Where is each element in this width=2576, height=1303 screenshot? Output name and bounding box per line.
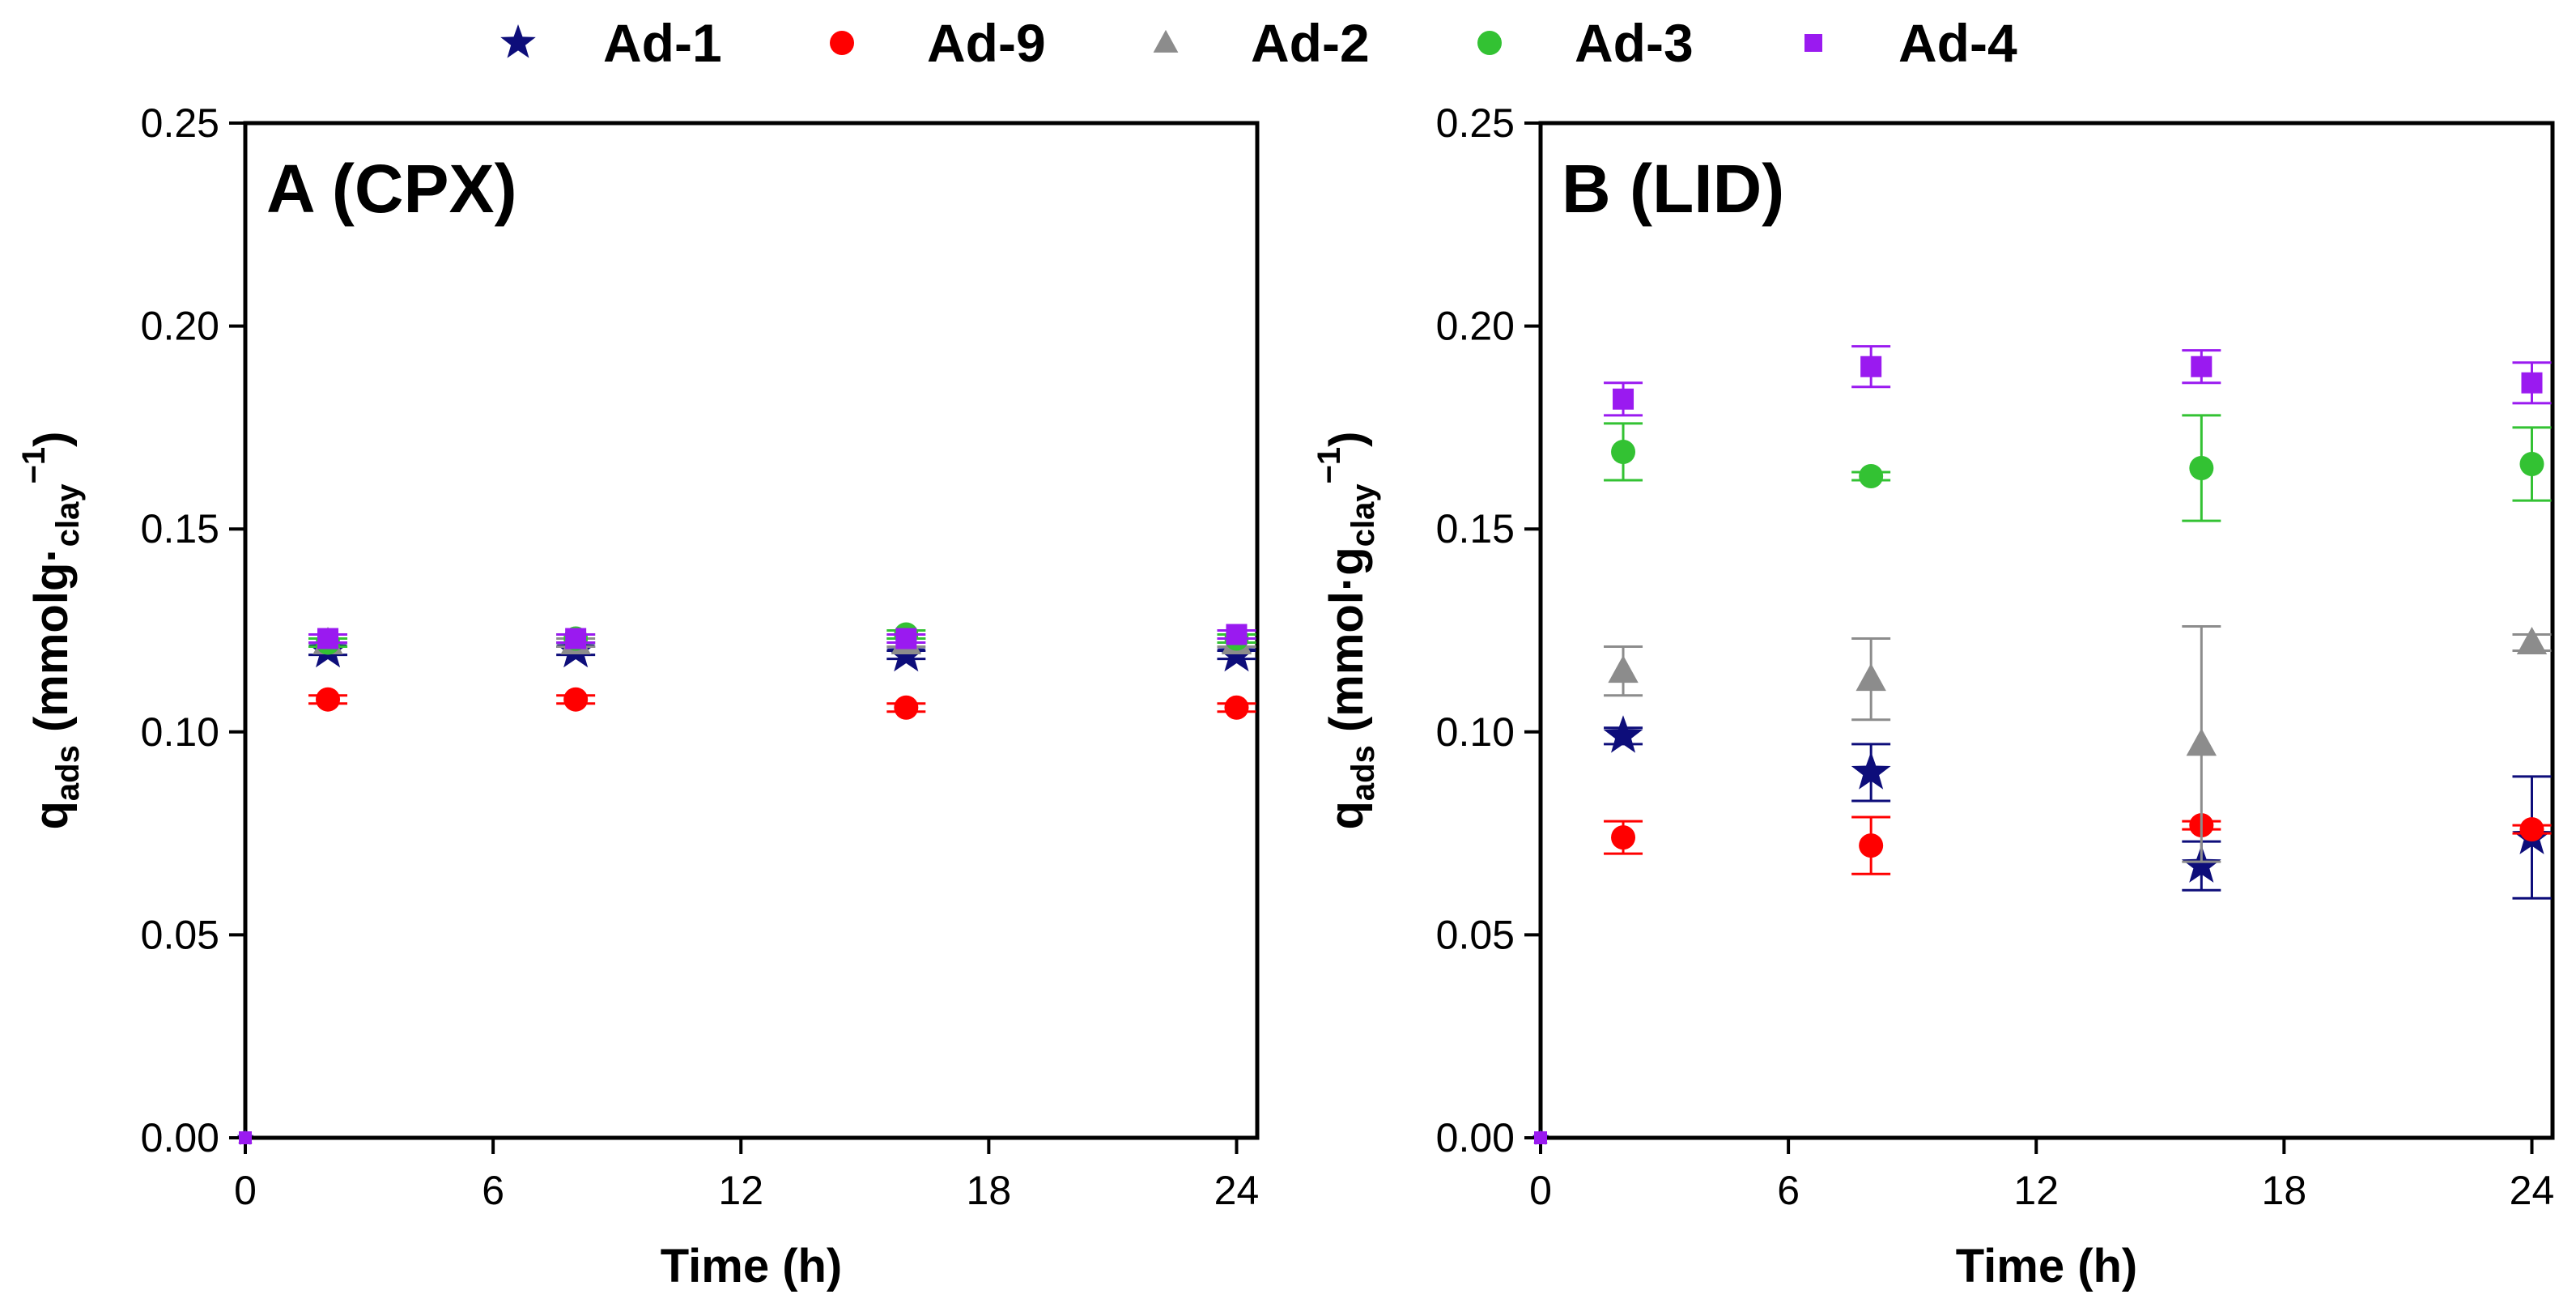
- y-tick-label: 0.15: [141, 506, 219, 551]
- legend: Ad-1 Ad-9 Ad-2 Ad-3 Ad-4: [500, 13, 2017, 73]
- y-axis-title: qads (mmol·gclay−1): [1311, 431, 1381, 829]
- data-point: [1851, 752, 1891, 790]
- y-tick-label: 0.10: [1436, 709, 1515, 755]
- y-tick-label: 0.00: [1436, 1115, 1515, 1160]
- legend-label-ad-9: Ad-9: [927, 13, 1046, 73]
- data-point: [563, 687, 589, 712]
- legend-label-ad-2: Ad-2: [1251, 13, 1370, 73]
- data-point: [1859, 464, 1884, 489]
- data-point: [1611, 825, 1636, 850]
- data-point: [1603, 715, 1643, 753]
- x-tick-label: 24: [2510, 1168, 2555, 1213]
- data-point: [2191, 356, 2213, 377]
- legend-label-ad-4: Ad-4: [1898, 13, 2017, 73]
- x-tick-label: 0: [234, 1168, 257, 1213]
- data-point: [1224, 695, 1249, 720]
- y-axis-title-part: (mmolg·: [25, 547, 78, 745]
- data-point: [239, 1131, 252, 1144]
- y-tick-label: 0.05: [1436, 912, 1515, 957]
- y-tick-label: 0.20: [1436, 304, 1515, 349]
- x-tick-label: 18: [967, 1168, 1012, 1213]
- series-ad-2: [238, 626, 1256, 1143]
- series-ad-9: [1534, 813, 2552, 1144]
- x-tick-label: 0: [1529, 1168, 1552, 1213]
- y-axis-title-part: ads: [1345, 745, 1381, 801]
- y-tick-label: 0.25: [1436, 100, 1515, 146]
- series-ad-3: [239, 622, 1256, 1144]
- x-axis-title: Time (h): [1956, 1240, 2138, 1292]
- x-tick-label: 18: [2262, 1168, 2307, 1213]
- x-tick-label: 24: [1214, 1168, 1260, 1213]
- y-axis-title-part: −1: [16, 447, 52, 484]
- plot-frame: [1538, 121, 2555, 1140]
- panel-a-cpx: 0.00 0.05 0.10 0.15 0.20 0.25 0 6 12 18 24 A (CPX) T…: [16, 100, 1260, 1292]
- legend-marker-ad-9: [830, 31, 854, 55]
- legend-marker-ad-4: [1804, 34, 1822, 52]
- legend-marker-ad-2: [1153, 29, 1179, 53]
- y-axis-title-part: −1: [1311, 447, 1347, 484]
- series-ad-3: [1534, 414, 2552, 1144]
- data-point: [2186, 728, 2217, 756]
- panel-label: B (LID): [1562, 151, 1784, 227]
- legend-entry-ad-2: Ad-2: [1153, 13, 1370, 73]
- data-point: [894, 695, 919, 720]
- x-tick-label: 6: [1777, 1168, 1800, 1213]
- y-axis-title-part: clay: [50, 483, 86, 547]
- y-axis-title-part: q: [25, 801, 78, 829]
- x-tick-label: 6: [482, 1168, 504, 1213]
- series-ad-4: [239, 624, 1256, 1144]
- legend-marker-ad-1: [500, 24, 536, 58]
- y-axis-title-part: ): [1320, 431, 1373, 446]
- data-point: [317, 628, 339, 649]
- plot-frame: [243, 121, 1260, 1140]
- y-tick-label: 0.00: [141, 1115, 219, 1160]
- data-point: [1534, 1131, 1547, 1144]
- data-point: [2189, 456, 2214, 481]
- legend-entry-ad-9: Ad-9: [830, 13, 1046, 73]
- legend-label-ad-1: Ad-1: [603, 13, 722, 73]
- series-ad-2: [1533, 624, 2552, 1143]
- data-point: [2181, 845, 2221, 883]
- data-point: [1613, 388, 1634, 410]
- y-tick-label: 0.15: [1436, 506, 1515, 551]
- y-axis-title: qads (mmolg·clay−1): [16, 431, 86, 829]
- x-tick-label: 12: [718, 1168, 763, 1213]
- data-point: [1611, 439, 1636, 464]
- series-ad-4: [1534, 345, 2552, 1144]
- series-ad-1: [236, 629, 1256, 1145]
- x-axis-title: Time (h): [661, 1240, 843, 1292]
- data-point: [565, 628, 587, 649]
- legend-label-ad-3: Ad-3: [1575, 13, 1694, 73]
- data-point: [316, 687, 341, 712]
- data-point: [2516, 626, 2548, 654]
- y-axis-title-part: clay: [1345, 483, 1381, 547]
- series-ad-9: [239, 687, 1256, 1144]
- data-point: [1608, 655, 1639, 683]
- data-point: [2521, 372, 2543, 394]
- y-axis-title-part: q: [1320, 801, 1373, 829]
- y-tick-label: 0.20: [141, 304, 219, 349]
- data-point: [1860, 356, 1882, 377]
- panel-b-lid: 0.00 0.05 0.10 0.15 0.20 0.25 0 6 12 18 24 B (LID) T…: [1311, 100, 2555, 1292]
- legend-marker-ad-3: [1477, 31, 1502, 55]
- data-point: [895, 628, 917, 649]
- data-point: [1226, 624, 1248, 645]
- y-axis-title-part: ads: [50, 745, 86, 801]
- legend-entry-ad-1: Ad-1: [500, 13, 722, 73]
- y-tick-label: 0.10: [141, 709, 219, 755]
- data-point: [2519, 452, 2544, 477]
- data-point: [1859, 833, 1884, 858]
- series-ad-1: [1532, 715, 2552, 1145]
- y-tick-label: 0.25: [141, 100, 219, 146]
- x-tick-label: 12: [2013, 1168, 2059, 1213]
- y-tick-label: 0.05: [141, 912, 219, 957]
- legend-entry-ad-3: Ad-3: [1477, 13, 1694, 73]
- legend-entry-ad-4: Ad-4: [1804, 13, 2017, 73]
- panel-label: A (CPX): [266, 151, 517, 227]
- data-point: [2519, 817, 2544, 842]
- data-point: [1855, 663, 1886, 692]
- y-axis-title-part: ): [25, 431, 78, 446]
- y-axis-title-part: (mmol·g: [1320, 547, 1373, 745]
